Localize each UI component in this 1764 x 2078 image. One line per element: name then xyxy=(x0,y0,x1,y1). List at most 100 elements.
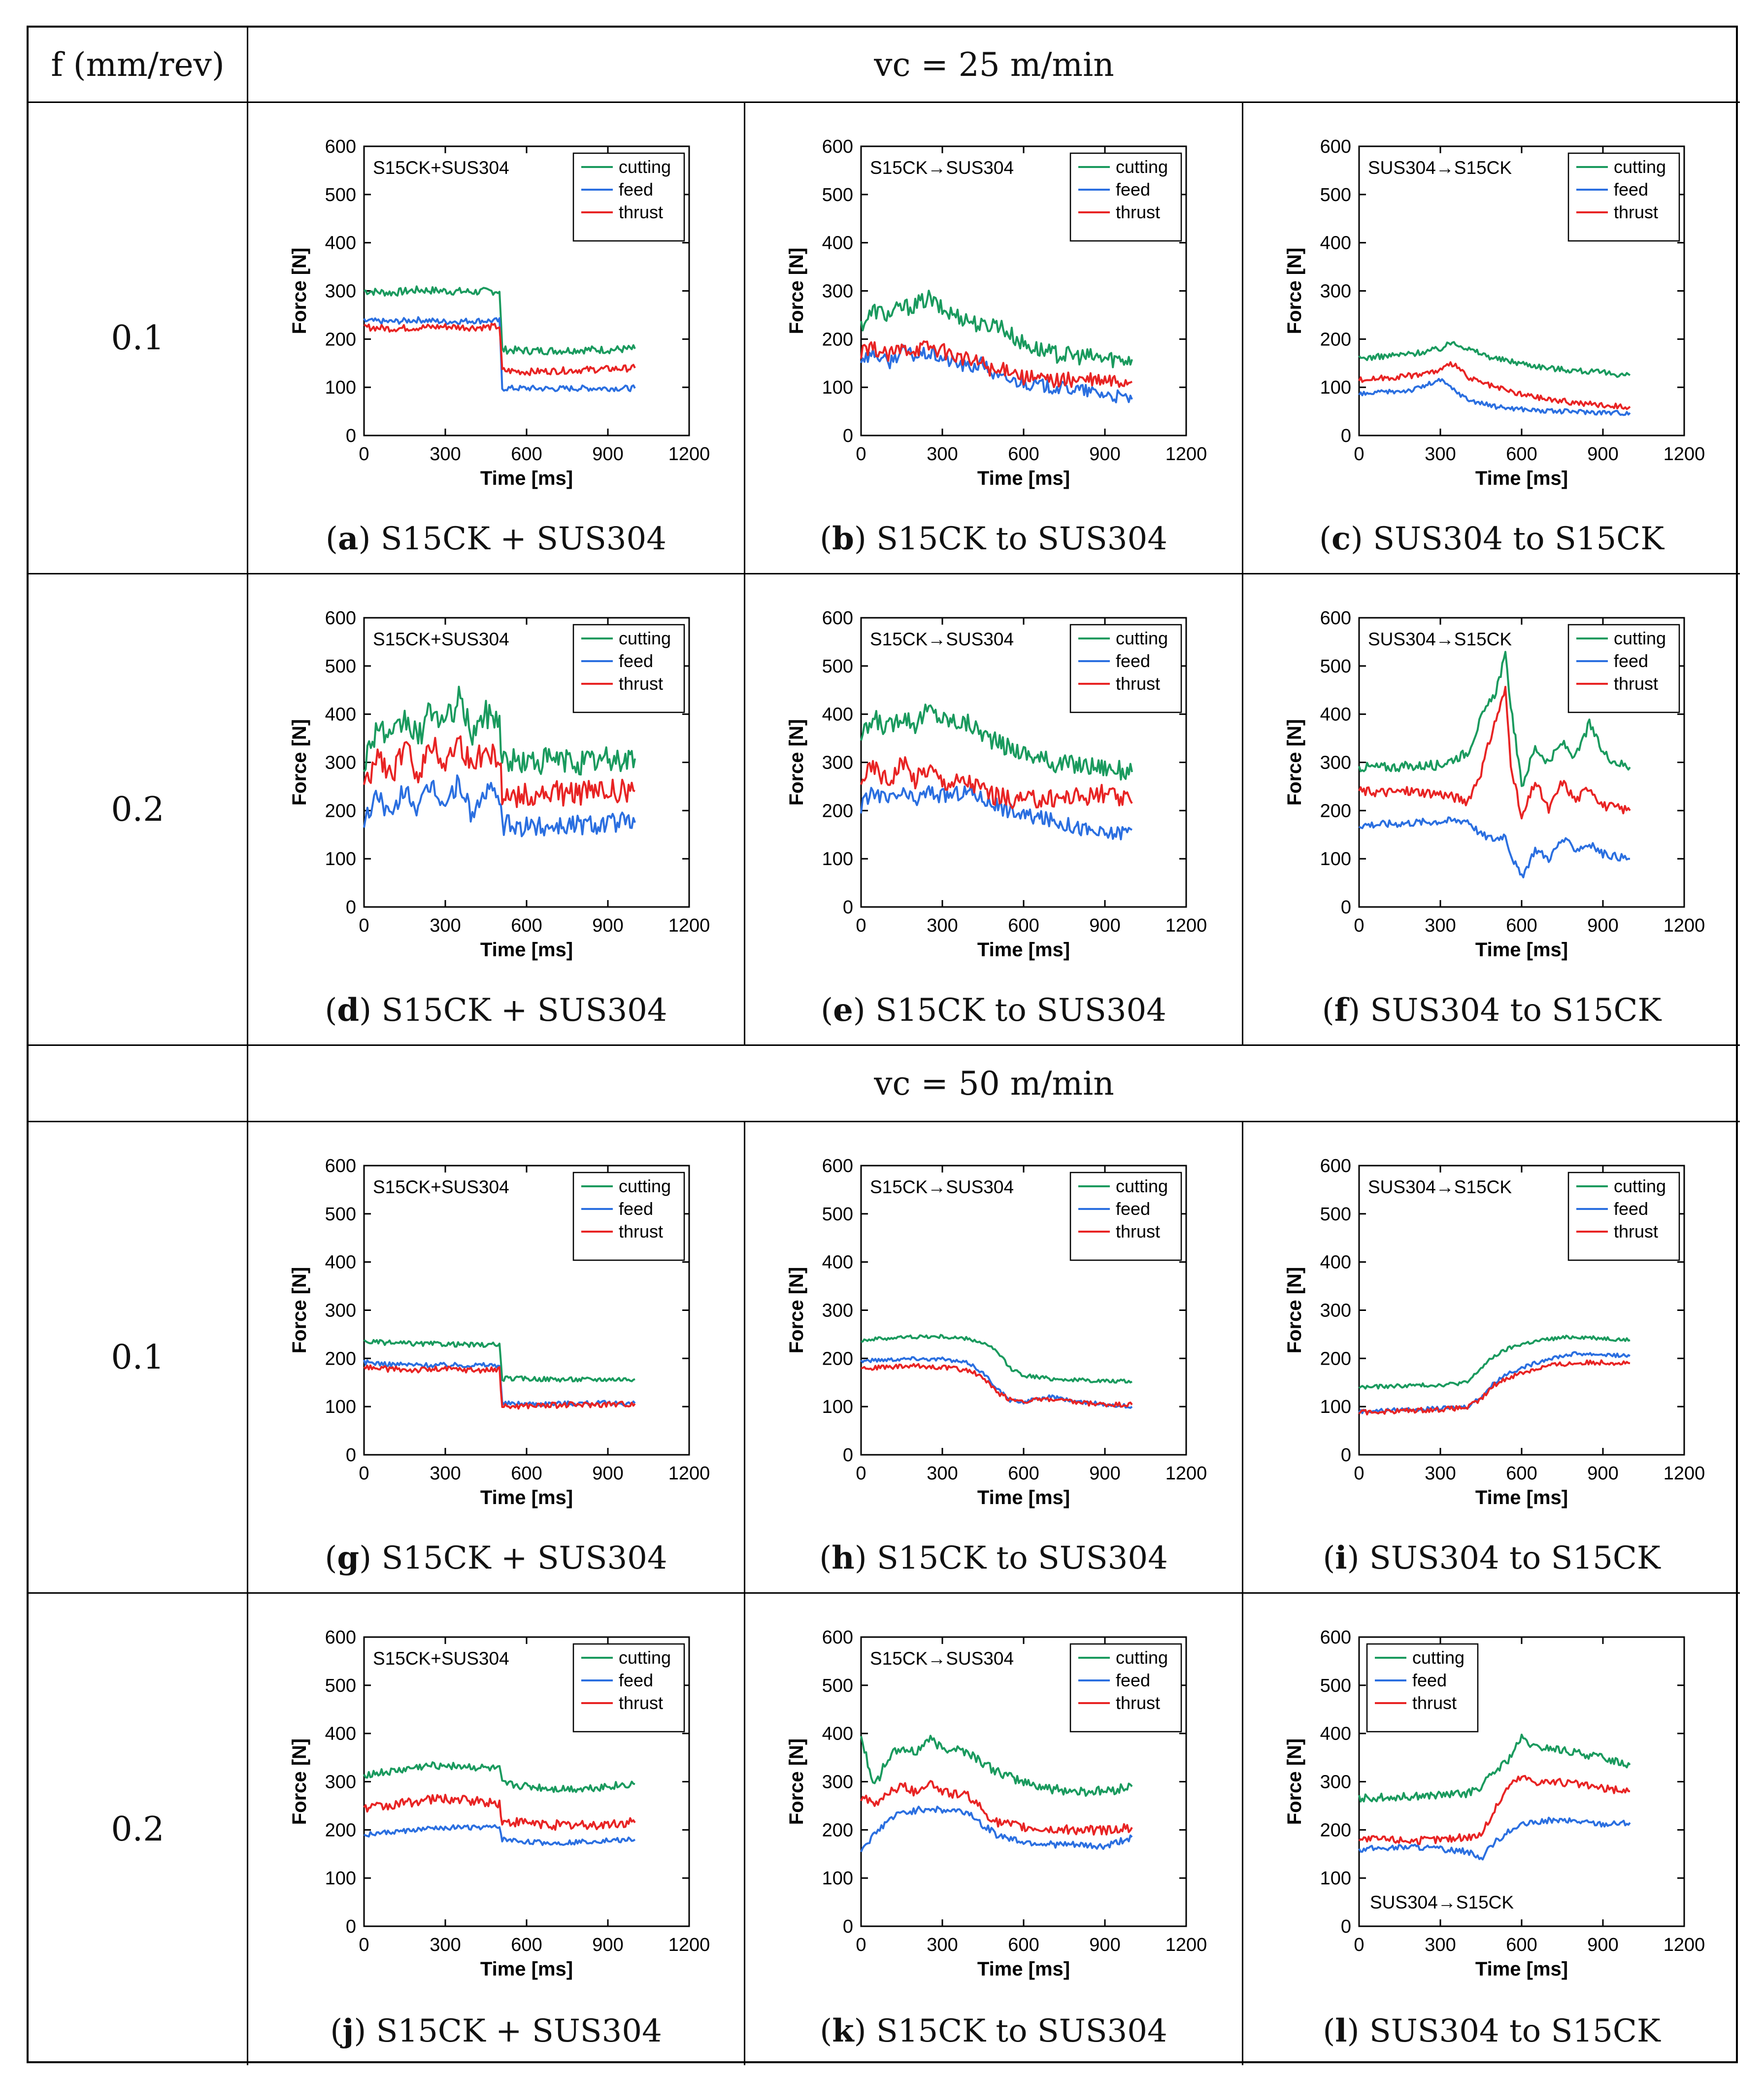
y-axis-label: Force [N] xyxy=(1284,719,1305,806)
y-tick-label: 300 xyxy=(325,281,356,302)
y-tick-label: 0 xyxy=(843,426,853,446)
y-tick-label: 400 xyxy=(325,1724,356,1744)
y-tick-label: 100 xyxy=(822,1868,853,1889)
caption-paren: ) xyxy=(1348,992,1361,1029)
series-line-thrust xyxy=(860,340,1133,388)
caption-paren: ( xyxy=(821,992,833,1029)
y-axis-label: Force [N] xyxy=(786,248,807,335)
y-tick-label: 600 xyxy=(325,136,356,157)
x-tick-label: 300 xyxy=(927,1935,958,1955)
panel-i: 0 100 200 300 400 500 600 0 300 600 900 1200 Time [m… xyxy=(1243,1122,1740,1594)
y-tick-label: 600 xyxy=(822,608,853,629)
y-tick-label: 400 xyxy=(1320,1252,1351,1273)
y-tick-label: 100 xyxy=(325,849,356,870)
legend-label-thrust: thrust xyxy=(619,202,663,222)
x-axis-label: Time [ms] xyxy=(1475,468,1568,489)
y-tick-label: 600 xyxy=(1320,1156,1351,1176)
y-tick-label: 100 xyxy=(822,849,853,870)
caption-letter: h xyxy=(832,1540,855,1576)
y-tick-label: 500 xyxy=(325,1676,356,1696)
y-tick-label: 600 xyxy=(325,1156,356,1176)
x-tick-label: 600 xyxy=(1506,1935,1537,1955)
legend-label-cutting: cutting xyxy=(619,157,671,177)
x-axis-label: Time [ms] xyxy=(977,1487,1070,1508)
x-tick-label: 1200 xyxy=(1165,1935,1207,1955)
x-tick-label: 900 xyxy=(1587,1935,1618,1955)
y-axis-label: Force [N] xyxy=(786,1267,807,1354)
y-tick-label: 400 xyxy=(1320,233,1351,254)
x-tick-label: 900 xyxy=(1089,915,1120,936)
x-tick-label: 0 xyxy=(856,1463,866,1484)
caption-paren: ) xyxy=(1350,521,1363,557)
caption-text: SUS304 to S15CK xyxy=(1359,1540,1661,1576)
x-tick-label: 300 xyxy=(430,1463,461,1484)
caption-paren: ( xyxy=(820,521,832,557)
y-tick-label: 0 xyxy=(843,1445,853,1466)
row-label-f02-vc25: 0.2 xyxy=(29,574,248,1046)
series-line-cutting xyxy=(860,1735,1133,1797)
legend-label-feed: feed xyxy=(1412,1670,1447,1690)
series-line-cutting xyxy=(1358,1734,1631,1803)
series-line-cutting xyxy=(861,1334,1133,1384)
series-line-cutting xyxy=(1358,341,1631,378)
series-line-thrust xyxy=(1358,686,1631,820)
legend-label-cutting: cutting xyxy=(1412,1647,1464,1668)
caption-paren: ) xyxy=(1347,1540,1360,1576)
x-axis-label: Time [ms] xyxy=(480,1958,573,1980)
y-axis-label: Force [N] xyxy=(289,719,310,806)
legend-label-thrust: thrust xyxy=(1614,1221,1658,1241)
caption-paren: ) xyxy=(854,1540,867,1576)
y-tick-label: 100 xyxy=(325,1868,356,1889)
x-tick-label: 600 xyxy=(1506,444,1537,465)
chart-inner-title: S15CK+SUS304 xyxy=(373,158,509,178)
legend-label-feed: feed xyxy=(619,1670,653,1690)
caption-text: SUS304 to S15CK xyxy=(1363,521,1664,557)
row-label-f01-vc50: 0.1 xyxy=(29,1122,248,1594)
x-axis-label: Time [ms] xyxy=(1475,1958,1568,1980)
x-tick-label: 0 xyxy=(359,1463,369,1484)
panel-caption: (c) SUS304 to S15CK xyxy=(1243,520,1740,557)
chart-inner-title: SUS304→S15CK xyxy=(1370,1892,1514,1912)
x-tick-label: 600 xyxy=(511,1463,542,1484)
series-line-thrust xyxy=(364,323,636,376)
caption-text: SUS304 to S15CK xyxy=(1360,992,1662,1029)
legend-label-cutting: cutting xyxy=(619,1647,671,1668)
chart-g: 0 100 200 300 400 500 600 0 300 600 900 1200 Time [m… xyxy=(289,1156,710,1508)
y-tick-label: 600 xyxy=(822,1156,853,1176)
y-tick-label: 0 xyxy=(1341,426,1351,446)
x-tick-label: 600 xyxy=(1506,1463,1537,1484)
x-tick-label: 1200 xyxy=(668,444,710,465)
chart-c: 0 100 200 300 400 500 600 0 300 600 900 1200 Time [m… xyxy=(1284,136,1705,489)
caption-paren: ( xyxy=(330,2013,343,2049)
x-tick-label: 900 xyxy=(1089,1935,1120,1955)
caption-text: S15CK to SUS304 xyxy=(866,1540,1168,1576)
y-tick-label: 200 xyxy=(325,329,356,350)
y-tick-label: 200 xyxy=(325,801,356,821)
y-tick-label: 100 xyxy=(1320,377,1351,398)
y-tick-label: 400 xyxy=(1320,704,1351,725)
panel-caption: (l) SUS304 to S15CK xyxy=(1243,2012,1740,2049)
caption-paren: ) xyxy=(854,521,866,557)
y-tick-label: 200 xyxy=(1320,1348,1351,1369)
legend-label-thrust: thrust xyxy=(619,1221,663,1241)
x-tick-label: 300 xyxy=(927,444,958,465)
caption-text: S15CK + SUS304 xyxy=(371,992,667,1029)
series-line-cutting xyxy=(1358,651,1631,787)
x-tick-label: 900 xyxy=(1587,1463,1618,1484)
panel-c: 0 100 200 300 400 500 600 0 300 600 900 1200 Time [m… xyxy=(1243,103,1740,574)
x-tick-label: 900 xyxy=(592,915,623,936)
caption-paren: ) xyxy=(354,2013,366,2049)
x-tick-label: 1200 xyxy=(1664,1935,1705,1955)
x-tick-label: 0 xyxy=(1354,1935,1364,1955)
x-tick-label: 300 xyxy=(430,915,461,936)
y-tick-label: 200 xyxy=(1320,329,1351,350)
panel-caption: (a) S15CK + SUS304 xyxy=(248,520,744,557)
vc50-header: vc = 50 m/min xyxy=(248,1046,1740,1122)
chart-inner-title: S15CK→SUS304 xyxy=(870,158,1014,178)
empty-header-cell xyxy=(29,1046,248,1122)
x-tick-label: 900 xyxy=(592,1935,623,1955)
y-tick-label: 300 xyxy=(822,281,853,302)
panel-k: 0 100 200 300 400 500 600 0 300 600 900 1200 Time [m… xyxy=(745,1594,1243,2065)
x-tick-label: 600 xyxy=(1008,1463,1039,1484)
caption-paren: ( xyxy=(325,992,337,1029)
